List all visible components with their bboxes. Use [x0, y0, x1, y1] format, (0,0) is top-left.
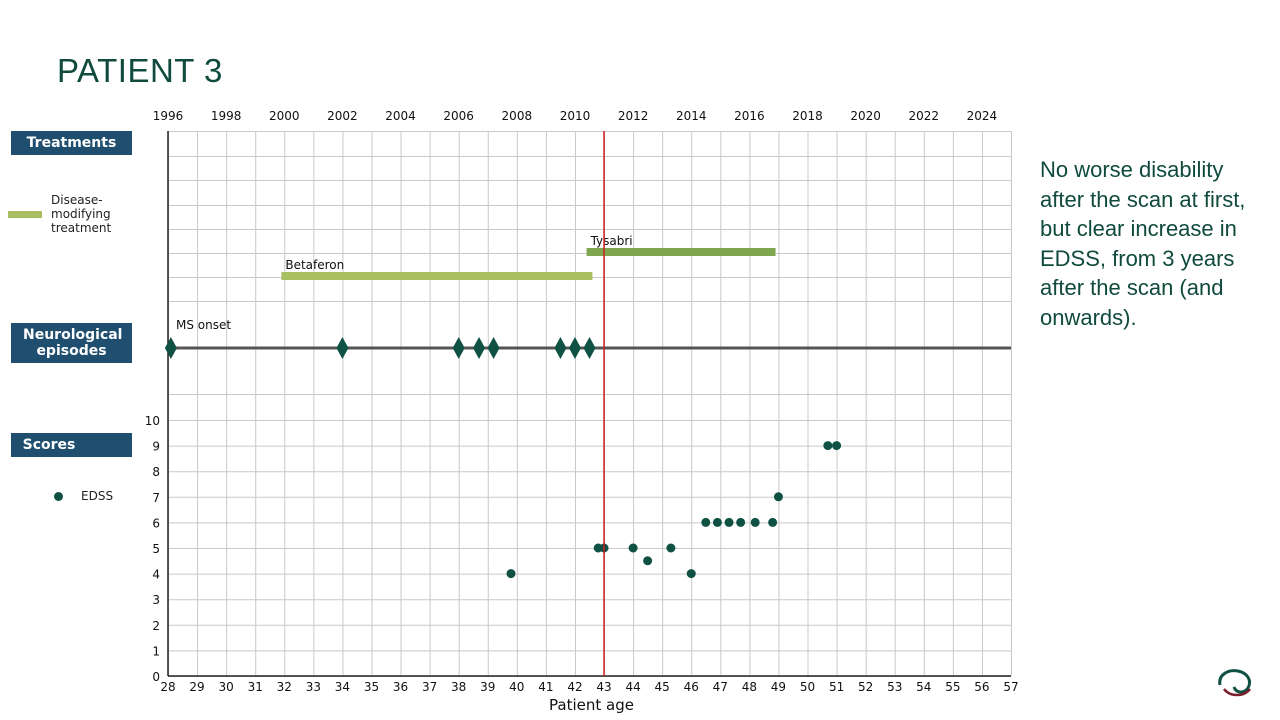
year-tick-label: 2010 [560, 109, 591, 123]
year-tick-label: 2014 [676, 109, 707, 123]
year-tick-label: 2020 [850, 109, 881, 123]
year-tick-label: 2008 [502, 109, 533, 123]
edss-point [712, 517, 722, 527]
year-tick-label: 2004 [385, 109, 416, 123]
y-tick-label: 3 [152, 593, 160, 607]
age-tick-label: 53 [887, 680, 902, 694]
swirl-logo-icon [1218, 669, 1252, 697]
age-tick-label: 46 [684, 680, 699, 694]
treatment-label: Betaferon [285, 258, 344, 272]
year-tick-label: 1996 [153, 109, 184, 123]
age-tick-label: 28 [160, 680, 175, 694]
age-tick-label: 47 [713, 680, 728, 694]
ms-onset-label: MS onset [176, 318, 231, 332]
edss-point [773, 492, 783, 502]
age-tick-label: 51 [829, 680, 844, 694]
age-tick-label: 35 [364, 680, 379, 694]
edss-point [724, 517, 734, 527]
y-tick-label: 8 [152, 465, 160, 479]
y-tick-label: 0 [152, 670, 160, 684]
edss-point [736, 517, 746, 527]
age-tick-label: 52 [858, 680, 873, 694]
edss-point [823, 441, 833, 451]
age-tick-label: 42 [567, 680, 582, 694]
edss-point [832, 441, 842, 451]
page-title: PATIENT 3 [57, 52, 223, 89]
y-tick-label: 5 [152, 542, 160, 556]
edss-point [750, 517, 760, 527]
age-tick-label: 43 [596, 680, 611, 694]
dmt-legend-label: Disease-modifying treatment [51, 193, 112, 235]
age-tick-label: 54 [916, 680, 931, 694]
episode-marker [473, 337, 486, 359]
age-tick-label: 34 [335, 680, 350, 694]
age-tick-label: 49 [771, 680, 786, 694]
edss-point [628, 543, 638, 553]
year-tick-label: 2002 [327, 109, 358, 123]
y-tick-label: 1 [152, 644, 160, 658]
y-tick-label: 9 [152, 440, 160, 454]
age-tick-label: 56 [974, 680, 989, 694]
age-tick-label: 41 [538, 680, 553, 694]
dmt-legend-swatch [8, 211, 42, 218]
episode-marker [452, 337, 465, 359]
age-tick-label: 33 [306, 680, 321, 694]
y-tick-label: 10 [145, 414, 160, 428]
age-tick-label: 31 [248, 680, 263, 694]
age-tick-label: 38 [451, 680, 466, 694]
age-tick-label: 55 [945, 680, 960, 694]
age-tick-label: 39 [480, 680, 495, 694]
episode-marker [164, 337, 177, 359]
edss-legend-marker [54, 492, 63, 501]
y-tick-label: 6 [152, 516, 160, 530]
age-tick-label: 30 [218, 680, 233, 694]
edss-point [768, 517, 778, 527]
age-tick-label: 48 [742, 680, 757, 694]
age-tick-label: 45 [655, 680, 670, 694]
edss-point [506, 569, 516, 579]
episode-marker [554, 337, 567, 359]
treatments-label: Treatments [11, 131, 132, 155]
year-tick-label: 2024 [967, 109, 998, 123]
age-tick-label: 32 [277, 680, 292, 694]
year-tick-label: 2018 [792, 109, 823, 123]
neurological-episodes-label: Neurological episodes [11, 323, 132, 363]
year-tick-label: 2000 [269, 109, 300, 123]
edss-point [666, 543, 676, 553]
year-tick-label: 1998 [211, 109, 242, 123]
age-tick-label: 50 [800, 680, 815, 694]
episode-marker [336, 337, 349, 359]
treatment-bar [281, 272, 593, 280]
edss-point [701, 517, 711, 527]
age-tick-label: 29 [189, 680, 204, 694]
age-tick-label: 57 [1003, 680, 1018, 694]
episode-marker [568, 337, 581, 359]
x-axis-label: Patient age [549, 696, 634, 714]
age-tick-label: 37 [422, 680, 437, 694]
age-tick-label: 40 [509, 680, 524, 694]
treatment-bar [586, 248, 776, 256]
year-tick-label: 2022 [909, 109, 940, 123]
age-tick-label: 44 [625, 680, 640, 694]
year-tick-label: 2012 [618, 109, 649, 123]
edss-legend-label: EDSS [81, 489, 114, 503]
age-tick-label: 36 [393, 680, 408, 694]
y-tick-label: 4 [152, 568, 160, 582]
edss-point [686, 569, 696, 579]
year-tick-label: 2016 [734, 109, 765, 123]
y-tick-label: 2 [152, 619, 160, 633]
scores-label: Scores [11, 433, 132, 457]
y-tick-label: 7 [152, 491, 160, 505]
episode-marker [583, 337, 596, 359]
edss-point [643, 556, 653, 566]
annotation-text: No worse disability after the scan at fi… [1040, 157, 1246, 330]
episode-marker [487, 337, 500, 359]
year-tick-label: 2006 [443, 109, 474, 123]
treatment-label: Tysabri [590, 234, 633, 248]
